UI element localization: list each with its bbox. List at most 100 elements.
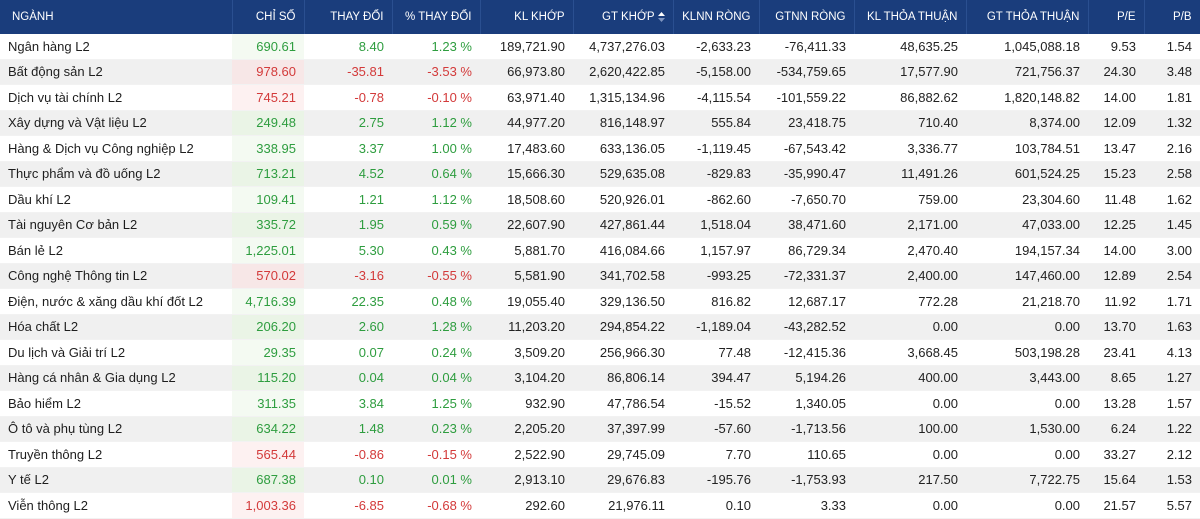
header-gt-khop[interactable]: GT KHỚP: [573, 0, 674, 34]
sector-name[interactable]: Viễn thông L2: [0, 492, 232, 519]
table-row[interactable]: Y tế L2 687.38 0.10 0.01 % 2,913.10 29,676.83…: [0, 467, 1200, 493]
table-row[interactable]: Du lịch và Giải trí L2 29.35 0.07 0.24 % 3,5…: [0, 339, 1200, 366]
header-klnn-rong[interactable]: KLNN RÒNG: [673, 0, 760, 34]
gtnn-rong-value: -7,650.70: [759, 186, 854, 213]
header-pe[interactable]: P/E: [1088, 0, 1145, 34]
kl-khop-value: 18,508.60: [480, 186, 573, 213]
gt-thoa-thuan-value: 8,374.00: [966, 110, 1088, 136]
sector-name[interactable]: Hàng & Dịch vụ Công nghiệp L2: [0, 135, 232, 162]
pe-value: 11.48: [1088, 186, 1144, 213]
gtnn-rong-value: -534,759.65: [759, 59, 854, 85]
gtnn-rong-value: -43,282.52: [759, 314, 854, 340]
pb-value: 1.32: [1144, 110, 1200, 136]
pct-change-value: -0.10 %: [392, 84, 480, 111]
header-thay-doi[interactable]: THAY ĐỔI: [304, 0, 393, 34]
gt-thoa-thuan-value: 21,218.70: [966, 288, 1088, 315]
sector-name[interactable]: Y tế L2: [0, 467, 232, 493]
gt-khop-value: 21,976.11: [573, 492, 673, 519]
sector-name[interactable]: Du lịch và Giải trí L2: [0, 339, 232, 366]
sector-name[interactable]: Ô tô và phụ tùng L2: [0, 416, 232, 442]
header-kl-thoa-thuan[interactable]: KL THỎA THUẬN: [854, 0, 967, 34]
sector-name[interactable]: Công nghệ Thông tin L2: [0, 263, 232, 289]
header-pb[interactable]: P/B: [1144, 0, 1200, 34]
gtnn-rong-value: -101,559.22: [759, 84, 854, 111]
kl-thoa-thuan-value: 2,171.00: [854, 212, 966, 238]
table-row[interactable]: Công nghệ Thông tin L2 570.02 -3.16 -0.55 %…: [0, 263, 1200, 289]
table-row[interactable]: Điện, nước & xăng dầu khí đốt L2 4,716.39…: [0, 288, 1200, 315]
kl-thoa-thuan-value: 772.28: [854, 288, 966, 315]
sector-name[interactable]: Tài nguyên Cơ bản L2: [0, 212, 232, 238]
sort-icon[interactable]: [657, 11, 665, 22]
klnn-rong-value: -1,119.45: [673, 135, 759, 162]
pct-change-value: 1.28 %: [392, 314, 480, 340]
sector-name[interactable]: Bảo hiểm L2: [0, 390, 232, 417]
table-row[interactable]: Ngân hàng L2 690.61 8.40 1.23 % 189,721.90 4,…: [0, 34, 1200, 60]
pct-change-value: 1.12 %: [392, 186, 480, 213]
kl-thoa-thuan-value: 86,882.62: [854, 84, 966, 111]
header-gt-thoa-thuan[interactable]: GT THỎA THUẬN: [966, 0, 1089, 34]
sector-name[interactable]: Dịch vụ tài chính L2: [0, 84, 232, 111]
gt-khop-value: 2,620,422.85: [573, 59, 673, 85]
kl-thoa-thuan-value: 17,577.90: [854, 59, 966, 85]
table-row[interactable]: Dầu khí L2 109.41 1.21 1.12 % 18,508.60 520,9…: [0, 186, 1200, 213]
kl-khop-value: 292.60: [480, 492, 573, 519]
header-pct-thay-doi[interactable]: % THAY ĐỔI: [392, 0, 481, 34]
table-row[interactable]: Thực phẩm và đồ uống L2 713.21 4.52 0.64 % 1…: [0, 161, 1200, 187]
table-row[interactable]: Bất động sản L2 978.60 -35.81 -3.53 % 66,973…: [0, 59, 1200, 85]
kl-thoa-thuan-value: 2,470.40: [854, 237, 966, 264]
sector-name[interactable]: Thực phẩm và đồ uống L2: [0, 161, 232, 187]
table-row[interactable]: Dịch vụ tài chính L2 745.21 -0.78 -0.10 % 63…: [0, 84, 1200, 111]
gt-thoa-thuan-value: 0.00: [966, 492, 1088, 519]
kl-khop-value: 2,205.20: [480, 416, 573, 442]
table-row[interactable]: Bảo hiểm L2 311.35 3.84 1.25 % 932.90 47,786.…: [0, 390, 1200, 417]
kl-khop-value: 63,971.40: [480, 84, 573, 111]
sector-name[interactable]: Dầu khí L2: [0, 186, 232, 213]
change-value: 3.37: [304, 135, 392, 162]
gt-thoa-thuan-value: 1,045,088.18: [966, 34, 1088, 60]
table-row[interactable]: Xây dựng và Vật liệu L2 249.48 2.75 1.12 % 4…: [0, 110, 1200, 136]
index-value: 978.60: [232, 59, 304, 85]
gt-khop-value: 329,136.50: [573, 288, 673, 315]
gtnn-rong-value: 5,194.26: [759, 365, 854, 391]
table-row[interactable]: Tài nguyên Cơ bản L2 335.72 1.95 0.59 % 22,6…: [0, 212, 1200, 238]
sector-name[interactable]: Truyền thông L2: [0, 441, 232, 468]
gt-thoa-thuan-value: 23,304.60: [966, 186, 1088, 213]
pct-change-value: 1.23 %: [392, 34, 480, 60]
gt-thoa-thuan-value: 103,784.51: [966, 135, 1088, 162]
header-kl-khop[interactable]: KL KHỚP: [480, 0, 574, 34]
pe-value: 21.57: [1088, 492, 1144, 519]
pct-change-value: -3.53 %: [392, 59, 480, 85]
index-value: 4,716.39: [232, 288, 304, 315]
table-row[interactable]: Hàng & Dịch vụ Công nghiệp L2 338.95 3.37 1…: [0, 135, 1200, 162]
kl-thoa-thuan-value: 11,491.26: [854, 161, 966, 187]
table-row[interactable]: Hóa chất L2 206.20 2.60 1.28 % 11,203.20 294,…: [0, 314, 1200, 340]
header-nganh[interactable]: NGÀNH: [0, 0, 233, 34]
table-row[interactable]: Ô tô và phụ tùng L2 634.22 1.48 0.23 % 2,205…: [0, 416, 1200, 442]
sector-name[interactable]: Ngân hàng L2: [0, 34, 232, 60]
change-value: 0.04: [304, 365, 392, 391]
table-row[interactable]: Truyền thông L2 565.44 -0.86 -0.15 % 2,522.9…: [0, 441, 1200, 468]
sector-name[interactable]: Hóa chất L2: [0, 314, 232, 340]
sector-name[interactable]: Bất động sản L2: [0, 59, 232, 85]
pct-change-value: -0.55 %: [392, 263, 480, 289]
kl-khop-value: 5,881.70: [480, 237, 573, 264]
header-gtnn-rong[interactable]: GTNN RÒNG: [759, 0, 855, 34]
sector-name[interactable]: Bán lẻ L2: [0, 237, 232, 264]
table-row[interactable]: Hàng cá nhân & Gia dụng L2 115.20 0.04 0.04…: [0, 365, 1200, 391]
kl-thoa-thuan-value: 2,400.00: [854, 263, 966, 289]
sector-name[interactable]: Điện, nước & xăng dầu khí đốt L2: [0, 288, 232, 315]
kl-thoa-thuan-value: 759.00: [854, 186, 966, 213]
sector-name[interactable]: Xây dựng và Vật liệu L2: [0, 110, 232, 136]
klnn-rong-value: -5,158.00: [673, 59, 759, 85]
klnn-rong-value: 77.48: [673, 339, 759, 366]
pe-value: 6.24: [1088, 416, 1144, 442]
sector-name[interactable]: Hàng cá nhân & Gia dụng L2: [0, 365, 232, 391]
header-chi-so[interactable]: CHỈ SỐ: [232, 0, 305, 34]
table-row[interactable]: Bán lẻ L2 1,225.01 5.30 0.43 % 5,881.70 416,0…: [0, 237, 1200, 264]
kl-khop-value: 932.90: [480, 390, 573, 417]
kl-thoa-thuan-value: 0.00: [854, 441, 966, 468]
gt-khop-value: 294,854.22: [573, 314, 673, 340]
table-header: NGÀNH CHỈ SỐ THAY ĐỔI % THAY ĐỔI KL KHỚP…: [0, 0, 1200, 34]
pb-value: 3.48: [1144, 59, 1200, 85]
table-row[interactable]: Viễn thông L2 1,003.36 -6.85 -0.68 % 292.60 2…: [0, 492, 1200, 519]
